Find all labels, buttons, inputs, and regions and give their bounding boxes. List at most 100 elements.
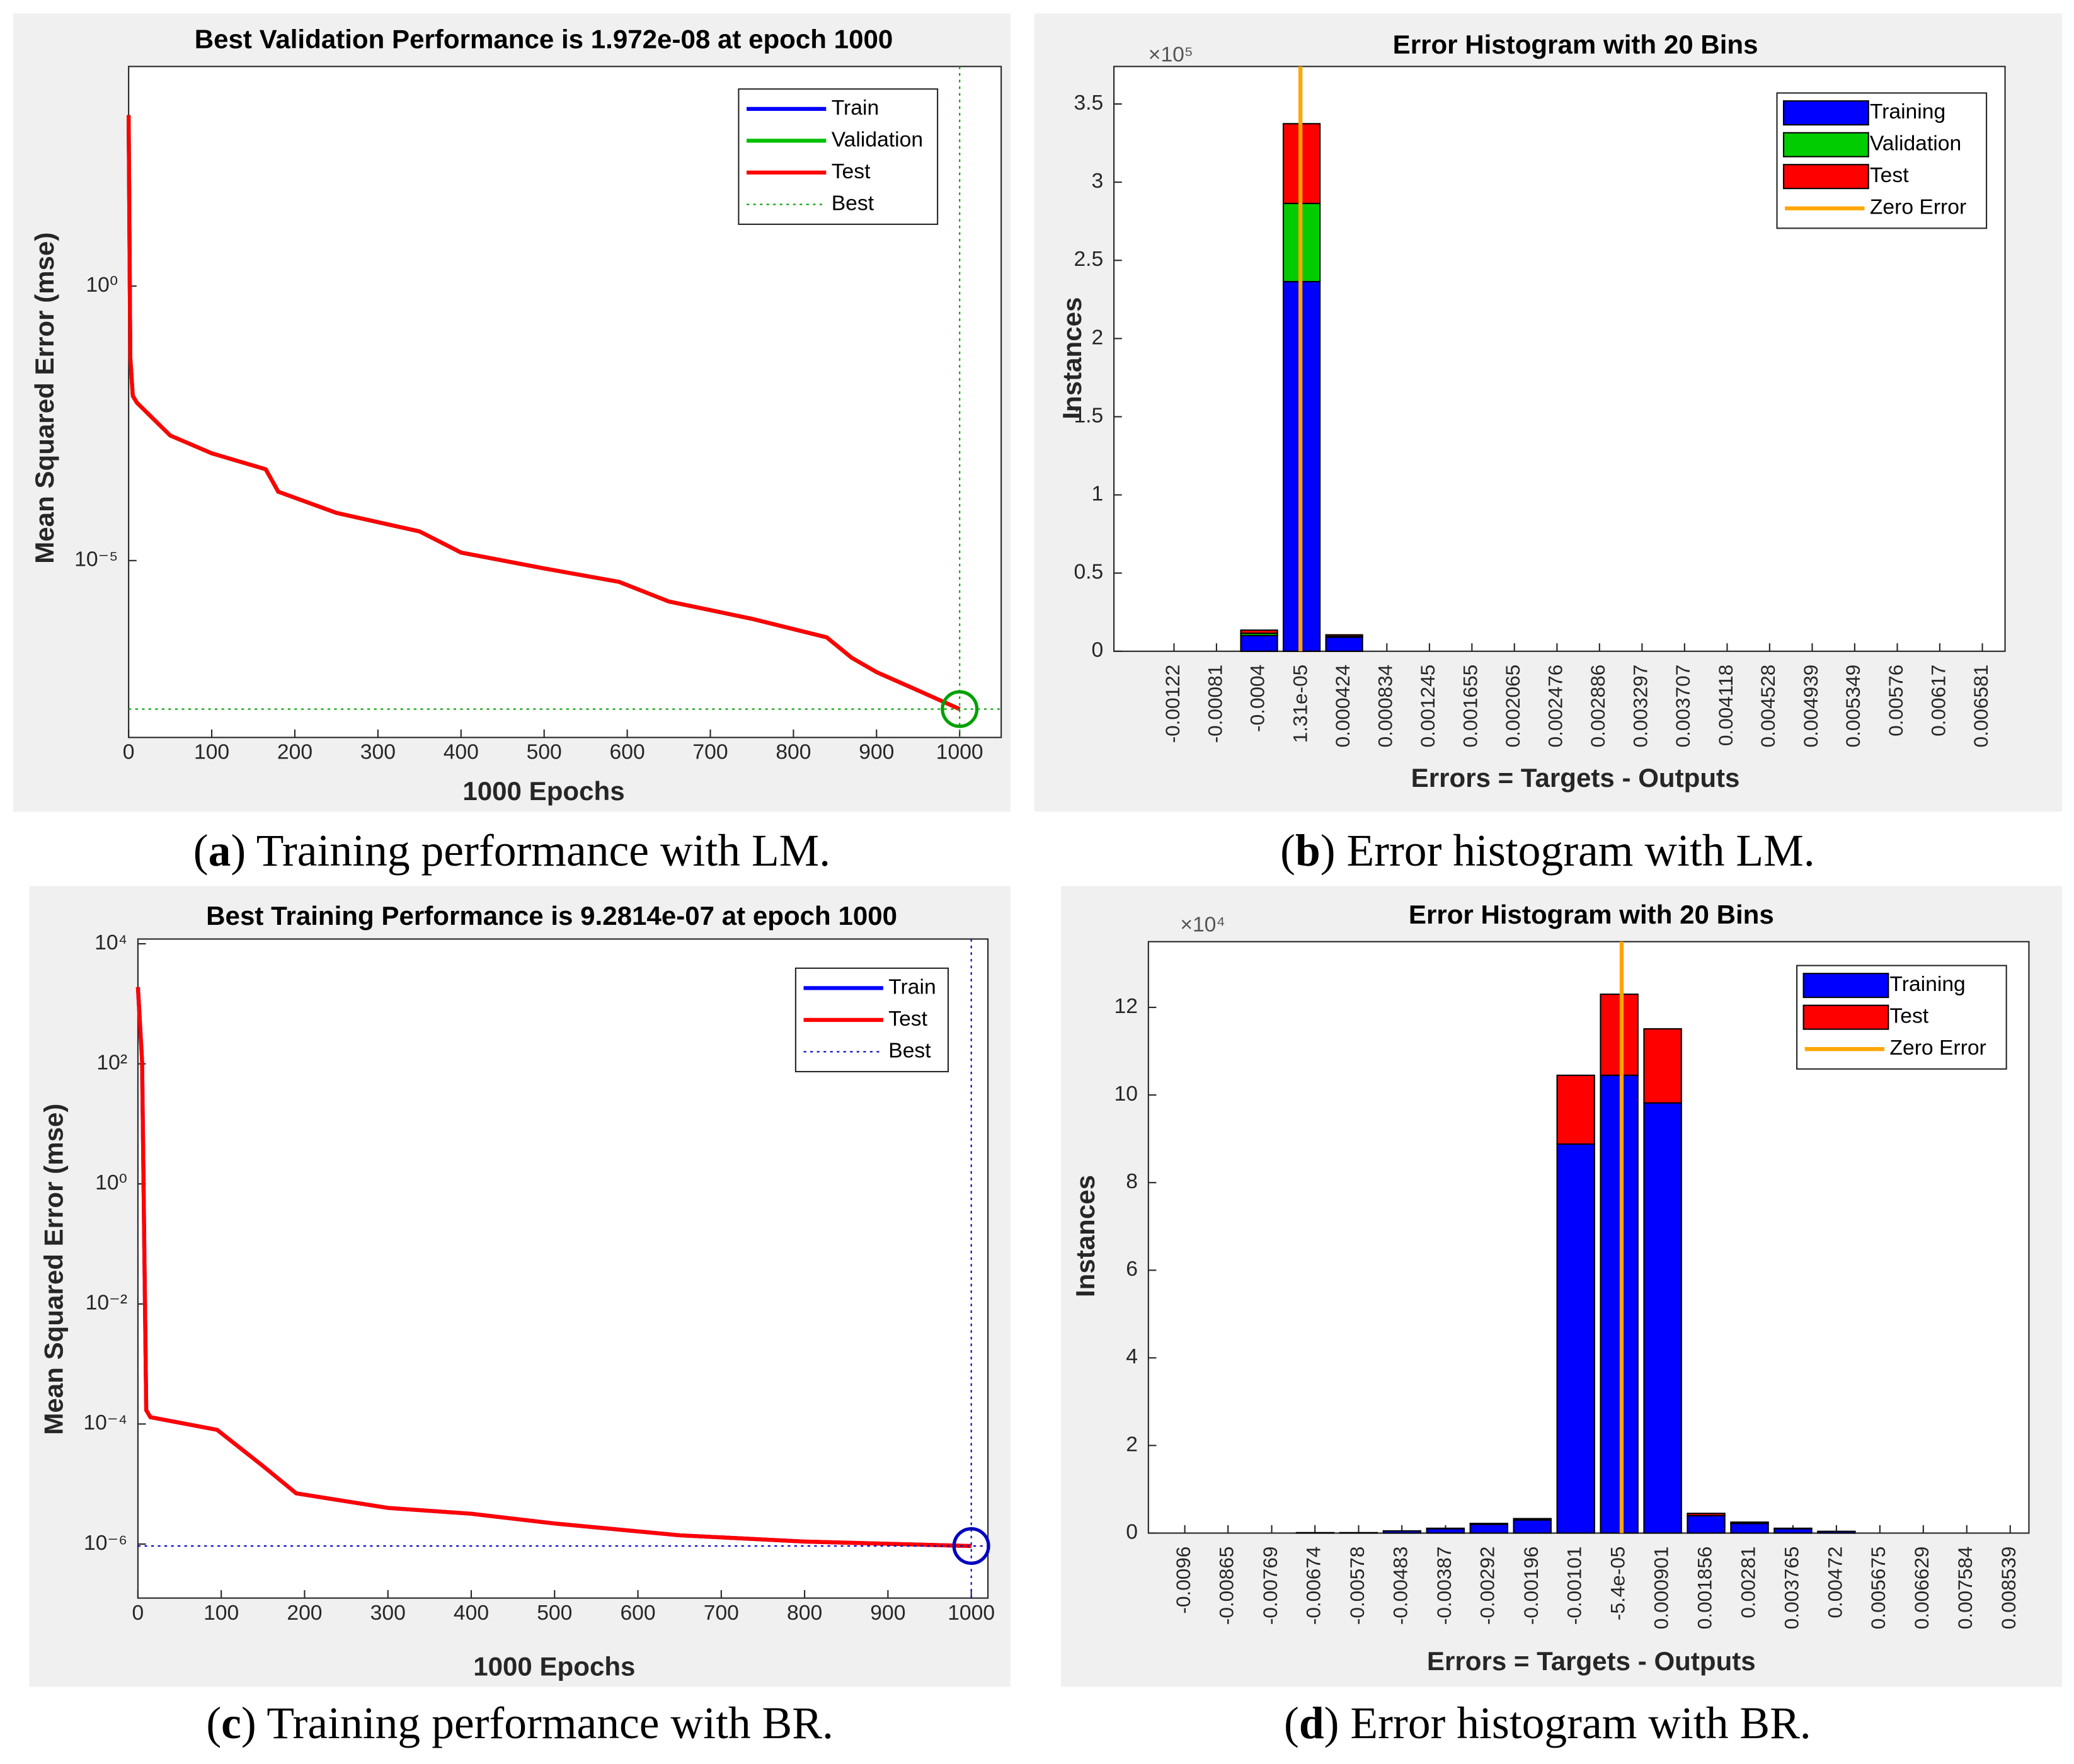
x-tick-label: 0.00472 [1823,1547,1846,1618]
legend-label: Test [1889,1005,1928,1028]
legend-label: Zero Error [1889,1036,1986,1060]
y-tick-label: 10⁰ [86,273,118,297]
y-tick-label: 10⁻⁵ [74,548,118,571]
x-tick-label: 0.00281 [1736,1547,1759,1618]
y-tick-label: 10² [96,1051,127,1075]
y-tick-label: 2 [1092,326,1104,349]
x-tick-label: 0.000834 [1374,665,1397,748]
x-tick-label: 0.008539 [1997,1547,2020,1630]
caption-part: ) Training performance with BR. [241,1698,834,1748]
y-tick-label: 4 [1126,1345,1138,1368]
chart-title: Error Histogram with 20 Bins [1409,900,1774,929]
legend-label: Train [888,975,936,999]
x-tick-label: -0.00081 [1203,665,1226,743]
histogram-bar [1730,1521,1769,1525]
x-tick-label: 0.001856 [1693,1547,1716,1630]
y-tick-label: 0 [1126,1520,1138,1544]
caption-part: ) Error histogram with LM. [1321,826,1815,876]
legend-swatch [1782,164,1869,190]
x-tick-label: 900 [870,1601,905,1625]
y-tick-label: 12 [1114,995,1138,1018]
histogram-bar [1325,634,1363,638]
x-axis-label: Errors = Targets - Outputs [1427,1646,1756,1676]
histogram-bar [1382,1530,1422,1534]
x-tick-label: 0 [123,741,135,764]
histogram-bar [1513,1519,1552,1534]
x-tick-label: 300 [370,1601,406,1625]
histogram-bar [1687,1513,1726,1516]
histogram-bar [1730,1523,1769,1534]
legend-label: Zero Error [1870,196,1966,219]
x-tick-label: 0.004118 [1714,665,1737,746]
legend-label: Train [832,96,879,120]
y-tick-label: 2.5 [1074,248,1103,271]
y-multiplier: ×10⁴ [1180,913,1225,936]
x-tick-label: -0.00483 [1389,1547,1411,1625]
x-tick-label: 400 [444,741,479,764]
legend-label: Best [888,1039,931,1062]
y-tick-label: 10⁻² [86,1292,127,1315]
legend-swatch [1782,100,1869,126]
x-tick-label: -0.00578 [1346,1547,1368,1625]
y-tick-label: 3.5 [1074,91,1103,115]
x-tick-label: 0.003297 [1629,665,1652,748]
y-tick-label: 10⁻⁴ [83,1411,127,1435]
x-tick-label: 0.002476 [1544,665,1567,748]
x-tick-label: 100 [194,741,229,764]
x-tick-label: 300 [360,741,396,764]
histogram-bar [1600,994,1639,1076]
x-tick-label: 0.000901 [1649,1547,1672,1630]
x-tick-label: 0.003765 [1780,1547,1802,1630]
histogram-bar [1469,1523,1508,1525]
x-tick-label: 800 [776,741,811,764]
x-tick-label: 0.002065 [1501,665,1524,748]
best-marker [941,690,979,728]
caption-part: ( [1284,1698,1299,1748]
y-tick-label: 1 [1092,482,1104,505]
x-tick-label: 1000 [948,1601,995,1625]
x-tick-label: -0.00769 [1259,1547,1281,1625]
x-tick-label: 0.002886 [1586,665,1609,748]
x-tick-label: 700 [692,741,728,764]
caption-part: c [221,1698,241,1748]
histogram-bar [1817,1530,1856,1534]
legend-box [738,88,939,226]
x-tick-label: 200 [287,1601,322,1625]
x-tick-label: -0.0096 [1172,1547,1195,1614]
y-tick-label: 10 [1114,1082,1138,1106]
caption: (c) Training performance with BR. [206,1698,834,1748]
legend-label: Training [1889,973,1965,996]
x-tick-label: 0.006581 [1969,665,1992,748]
legend-label: Test [832,160,871,183]
x-axis-label: 1000 Epochs [462,776,624,806]
x-tick-label: 800 [787,1601,822,1625]
caption-part: ( [1280,826,1295,876]
y-tick-label: 10⁰ [95,1171,127,1194]
histogram-bar [1240,634,1278,652]
x-tick-label: -0.00196 [1520,1547,1542,1625]
caption: (b) Error histogram with LM. [1280,826,1815,876]
x-tick-label: 1.31e-05 [1289,665,1312,743]
histogram-bar [1469,1523,1508,1534]
legend-label: Best [832,192,874,215]
y-axis-label: Instances [1070,1175,1100,1297]
x-tick-label: -0.00865 [1215,1547,1238,1625]
x-axis-label: 1000 Epochs [473,1651,635,1681]
x-tick-label: -0.00101 [1562,1547,1585,1625]
x-tick-label: 0.004528 [1756,665,1779,748]
x-tick-label: 0.004939 [1799,665,1822,748]
caption-part: a [209,826,231,876]
caption-part: ( [193,826,209,876]
x-tick-label: 0.000424 [1331,665,1354,748]
caption-part: ( [206,1698,221,1748]
best-marker [952,1526,990,1565]
x-tick-label: 100 [203,1601,239,1625]
legend-swatch [1802,973,1889,999]
y-axis-label: Instances [1057,297,1087,420]
legend-label: Test [1870,164,1909,187]
caption-part: ) Training performance with LM. [231,826,830,876]
y-tick-label: 10⁴ [95,931,127,954]
y-multiplier: ×10⁵ [1149,43,1193,67]
caption: (d) Error histogram with BR. [1284,1698,1811,1748]
